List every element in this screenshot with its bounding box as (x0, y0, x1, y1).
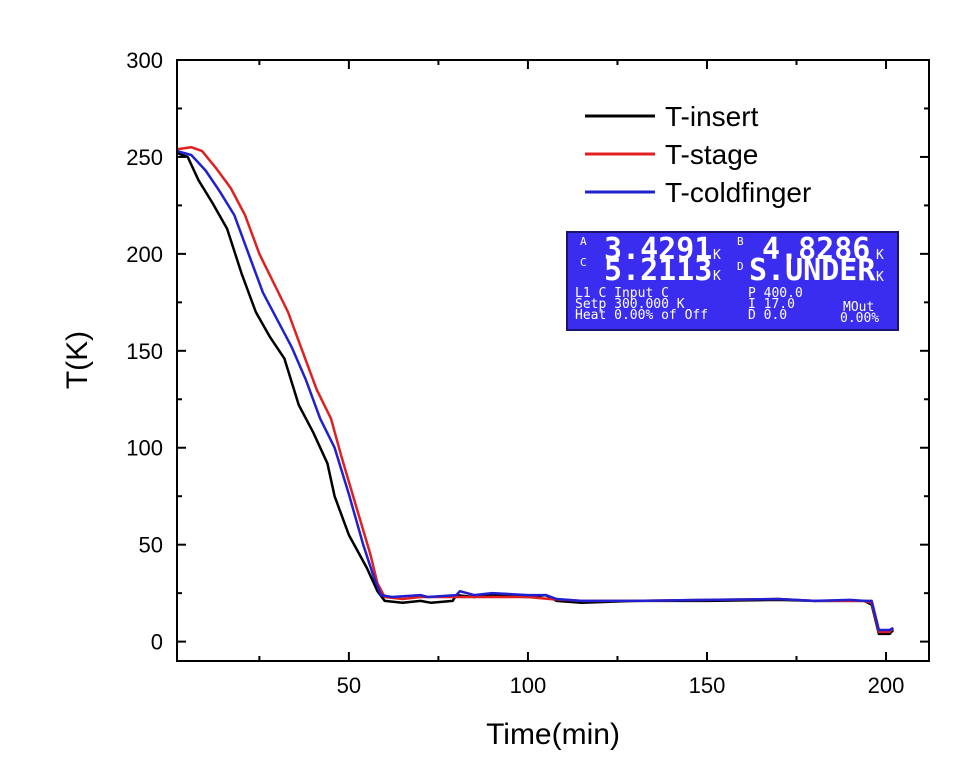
legend-label-stage: T-stage (665, 139, 758, 170)
lcd-unit-c: K (713, 269, 721, 284)
legend-label-coldfinger: T-coldfinger (665, 177, 811, 208)
lcd-pid-i: I 17.0 (748, 297, 795, 312)
lcd-mout-value: 0.00% (840, 311, 879, 326)
series-line-t-stage (176, 145, 895, 634)
series-line-t-coldfinger (176, 149, 894, 632)
lcd-mout-label: MOut (843, 300, 874, 315)
x-tick-label: 50 (337, 673, 361, 698)
legend: T-insert T-stage T-coldfinger (585, 101, 811, 208)
ticks-layer: 50 100 150 200 0 50 100 150 200 250 300 (126, 48, 929, 698)
lcd-value-a: 3.4291 (604, 232, 712, 267)
lcd-display-inset: A 3.4291 K B 4.8286 K C 5.2113 K D S.UND… (566, 231, 899, 331)
y-tick-label: 100 (126, 436, 163, 461)
legend-label-insert: T-insert (665, 101, 759, 132)
x-tick-label: 150 (689, 673, 726, 698)
lcd-value-b: 4.8286 (762, 232, 870, 267)
y-axis-title: T(K) (61, 331, 94, 389)
lcd-background (566, 231, 899, 331)
lcd-unit-b: K (876, 248, 884, 263)
lcd-label-b: B (737, 235, 744, 248)
lcd-line-setpoint: Setp 300.000 K (575, 297, 685, 312)
lcd-value-c: 5.2113 (604, 253, 712, 288)
lcd-pid-p: P 400.0 (748, 286, 803, 301)
lcd-label-a: A (580, 235, 587, 248)
x-axis-title: Time(min) (486, 718, 620, 751)
y-tick-label: 50 (139, 533, 163, 558)
lcd-unit-a: K (713, 248, 721, 263)
y-tick-label: 250 (126, 145, 163, 170)
series-line-t-insert (176, 151, 895, 636)
lcd-line-heater: Heat 0.00% of Off (575, 308, 708, 323)
lcd-unit-d: K (876, 270, 884, 285)
y-tick-label: 150 (126, 339, 163, 364)
lcd-label-d: D (737, 260, 744, 273)
y-tick-label: 200 (126, 242, 163, 267)
lcd-pid-d: D 0.0 (748, 308, 787, 323)
series-layer (176, 145, 895, 636)
y-tick-label: 300 (126, 48, 163, 73)
lcd-line-input: L1 C Input C (575, 286, 669, 301)
lcd-label-c: C (580, 256, 587, 269)
x-tick-label: 200 (868, 673, 905, 698)
y-tick-label: 0 (151, 630, 163, 655)
x-tick-label: 100 (510, 673, 547, 698)
lcd-value-d: S.UNDER (749, 253, 876, 288)
plot-frame (176, 59, 930, 662)
